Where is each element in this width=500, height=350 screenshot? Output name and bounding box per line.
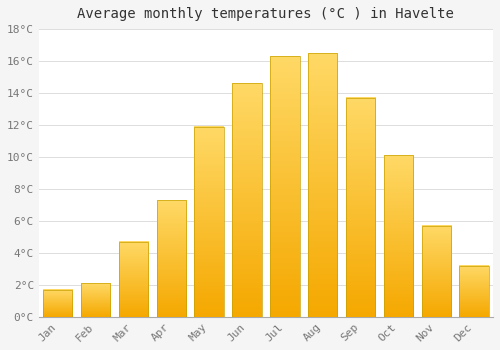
Bar [460,266,489,317]
Bar [156,200,186,317]
Bar [270,56,300,317]
Bar [43,290,72,317]
Bar [81,283,110,317]
Bar [422,226,451,317]
Bar [118,241,148,317]
Bar [346,98,376,317]
Bar [232,83,262,317]
Bar [308,53,338,317]
Bar [194,127,224,317]
Bar [384,155,413,317]
Title: Average monthly temperatures (°C ) in Havelte: Average monthly temperatures (°C ) in Ha… [78,7,454,21]
